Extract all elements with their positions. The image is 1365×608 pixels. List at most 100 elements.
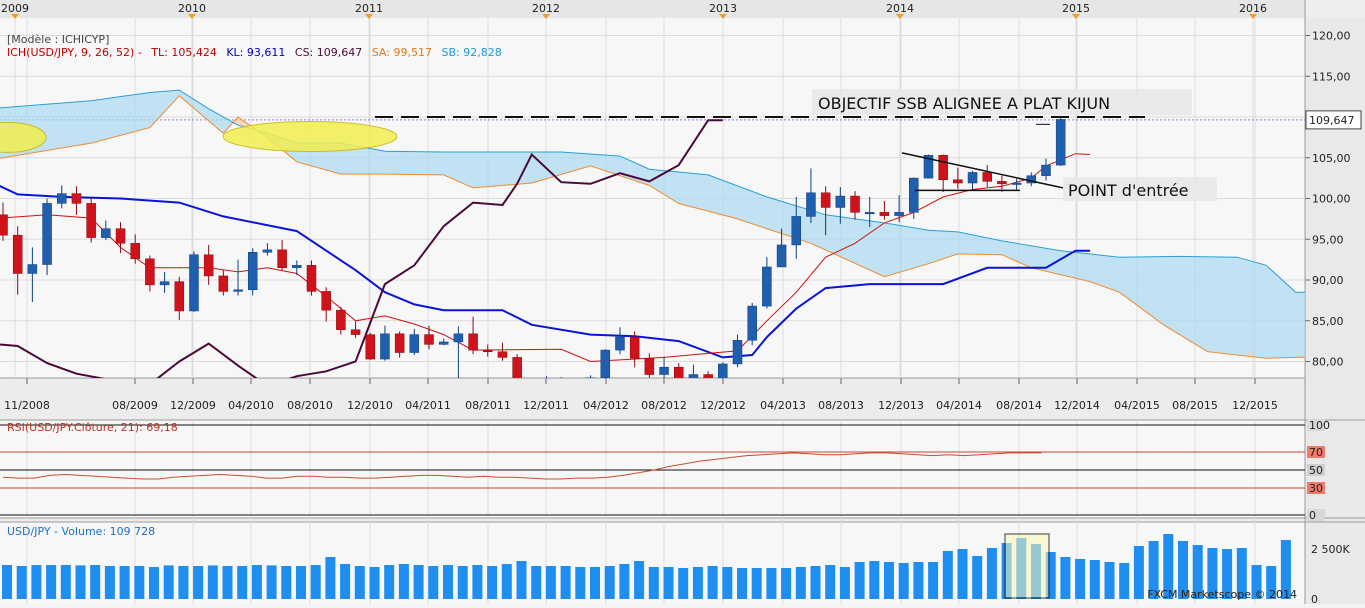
date-axis: 11/2008 08/2009 12/2009 04/2010 08/2010 12/20…	[4, 378, 1278, 412]
current-price-label: 109,647	[1309, 114, 1355, 127]
rsi-level-label: 0	[1309, 509, 1316, 522]
volume-bar	[751, 568, 762, 599]
volume-bar	[1133, 546, 1144, 599]
bullish-candle	[247, 252, 258, 291]
annotations	[0, 116, 1145, 192]
bearish-candle	[174, 281, 185, 312]
year-label-2014: 2014	[886, 2, 914, 15]
price-panel	[0, 89, 1305, 378]
year-marker	[365, 14, 373, 19]
date-tick-label: 04/2010	[228, 399, 274, 412]
volume-bar	[531, 566, 542, 599]
year-label-2016: 2016	[1239, 2, 1267, 15]
volume-bar	[619, 564, 630, 599]
legend-tl: TL: 105,424	[150, 46, 217, 59]
entry-label-box	[1063, 177, 1217, 201]
bullish-candle	[688, 374, 699, 378]
rsi-level-box	[1307, 419, 1325, 431]
kijun-sen-line	[0, 184, 1091, 359]
date-tick-label: 12/2012	[700, 399, 746, 412]
volume-bar	[163, 565, 174, 599]
bullish-candle	[1055, 119, 1066, 166]
volume-bar	[90, 565, 101, 599]
bullish-candle	[585, 377, 596, 378]
bearish-candle	[468, 333, 478, 351]
bearish-candle	[306, 265, 317, 292]
date-tick-label: 04/2015	[1114, 399, 1160, 412]
target-label: OBJECTIF SSB ALIGNEE A PLAT KIJUN	[818, 94, 1110, 113]
rsi-level-box	[1307, 464, 1325, 476]
price-tick-label: 90,00	[1312, 274, 1344, 287]
bullish-candle	[42, 203, 52, 265]
ichimoku-legend: ICH(USD/JPY, 9, 26, 52) - TL: 105,424 KL…	[7, 46, 502, 59]
volume-bar	[854, 562, 865, 599]
volume-bar	[663, 567, 674, 599]
volume-bar	[825, 565, 836, 599]
bullish-candle	[262, 249, 273, 253]
date-tick-label: 08/2012	[641, 399, 687, 412]
bearish-candle	[277, 249, 287, 269]
rsi-level-label: 30	[1309, 482, 1323, 495]
volume-bar	[443, 565, 453, 599]
volume-bar	[1075, 559, 1086, 599]
bullish-candle	[791, 216, 802, 246]
volume-bar	[134, 566, 145, 599]
bullish-candle	[438, 341, 449, 345]
top-axis-bar	[0, 0, 1305, 18]
volume-bar	[75, 565, 86, 599]
year-marker	[1249, 14, 1257, 19]
target-label-box	[812, 89, 1192, 115]
volume-bar	[722, 567, 733, 599]
bearish-candle	[115, 228, 126, 244]
volume-bar	[281, 566, 292, 599]
volume-bar	[16, 566, 27, 599]
volume-bar	[1148, 541, 1159, 599]
volume-bar	[457, 566, 468, 599]
date-tick-label: 08/2009	[112, 399, 158, 412]
volume-bar	[2, 565, 12, 599]
volume-bar	[737, 568, 747, 599]
bearish-candle	[424, 334, 434, 345]
year-marker	[188, 14, 196, 19]
volume-bar	[1045, 552, 1056, 599]
bullish-candle	[409, 334, 420, 353]
volume-bar	[354, 566, 365, 599]
volume-bar	[1060, 557, 1071, 599]
bearish-candle	[512, 357, 522, 378]
bearish-candle	[879, 212, 890, 216]
bullish-candle	[1011, 182, 1022, 185]
date-tick-label: 08/2014	[996, 399, 1042, 412]
volume-bar	[869, 561, 880, 599]
bullish-candle	[380, 333, 390, 360]
volume-bar	[119, 566, 130, 599]
rsi-level-label: 70	[1309, 446, 1323, 459]
volume-bar	[325, 557, 336, 599]
highlight-ellipse-kijun	[222, 121, 398, 153]
volume-bar	[692, 567, 703, 599]
volume-bar	[178, 566, 189, 599]
bearish-candle	[218, 275, 229, 292]
bearish-candle	[953, 179, 963, 184]
bullish-candle	[659, 366, 669, 375]
volume-label: USD/JPY - Volume: 109 728	[7, 525, 155, 538]
volume-bar	[296, 566, 306, 599]
bear-cloud-segment	[260, 131, 1305, 359]
bearish-candle	[0, 214, 8, 236]
volume-bar	[1104, 562, 1115, 599]
bullish-candle	[27, 264, 38, 274]
bullish-candle	[835, 195, 846, 208]
bullish-candle	[909, 177, 919, 213]
volume-bar	[590, 567, 600, 599]
tenkan-sen-line	[0, 153, 1091, 363]
volume-bar	[251, 565, 262, 599]
rsi-panel	[0, 424, 1305, 516]
legend-sa: SA: 99,517	[372, 46, 432, 59]
date-tick-label: 12/2013	[878, 399, 924, 412]
year-label-2015: 2015	[1062, 2, 1090, 15]
volume-panel	[2, 533, 1291, 599]
volume-bar	[369, 567, 380, 599]
year-label-2013: 2013	[709, 2, 737, 15]
rsi-level-box	[1307, 482, 1325, 494]
volume-bar	[634, 561, 645, 599]
bearish-candle	[145, 258, 155, 286]
